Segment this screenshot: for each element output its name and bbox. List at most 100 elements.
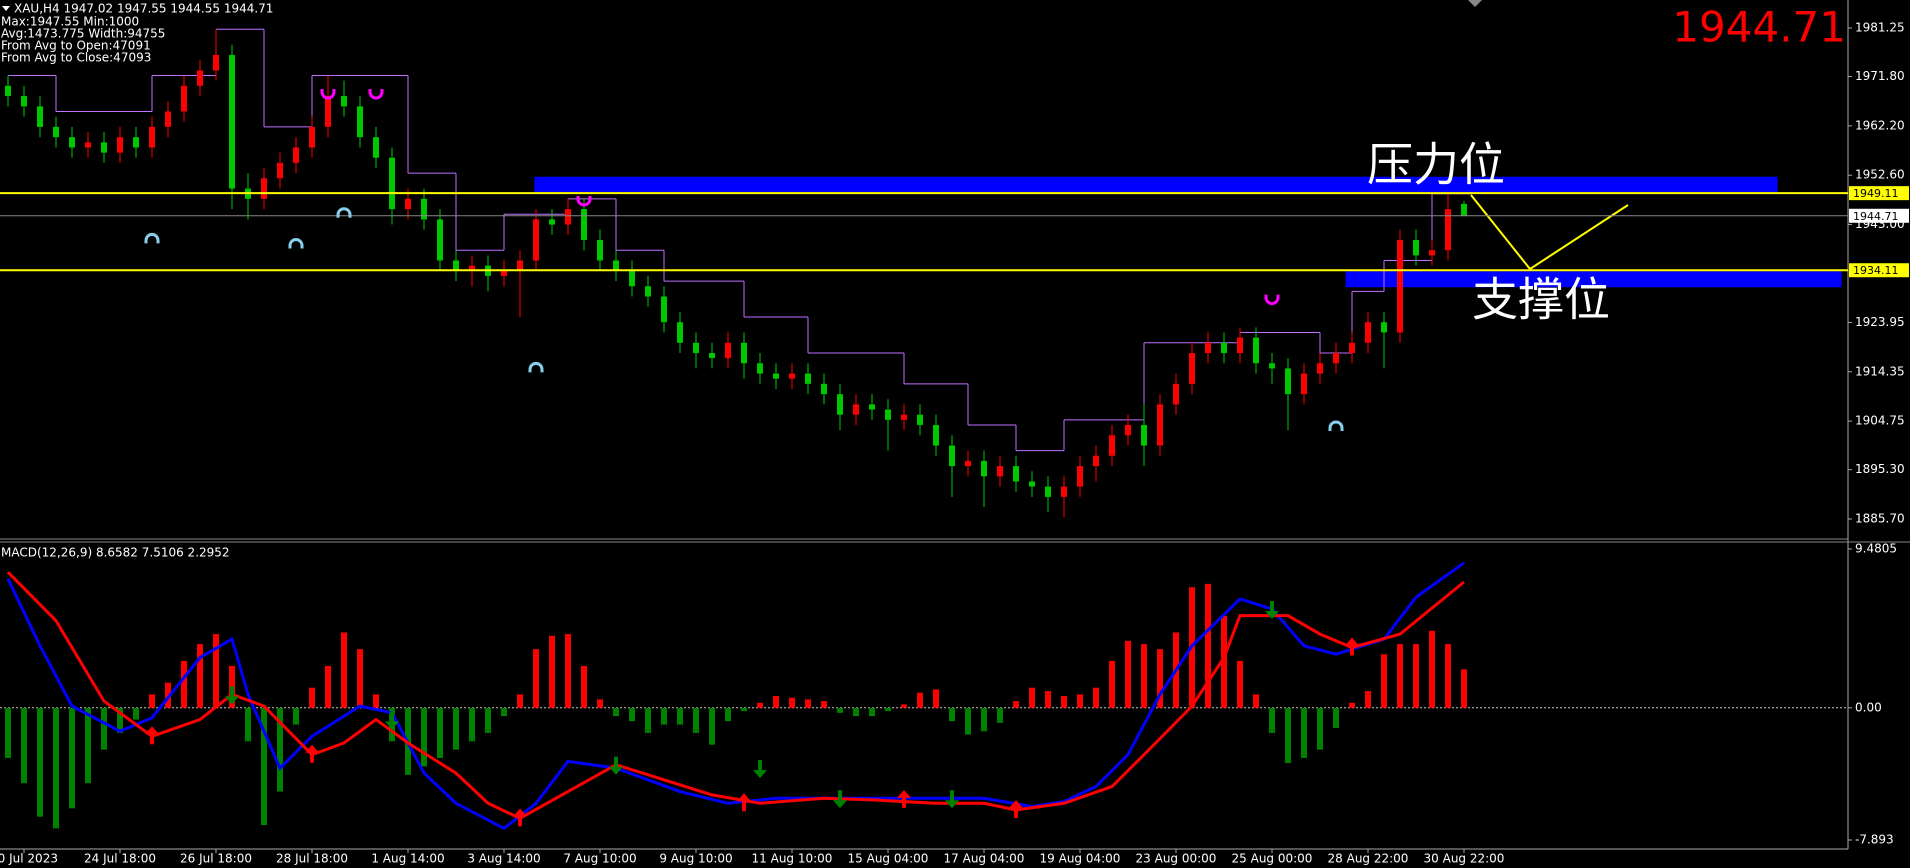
info-line: From Avg to Close:47093 [1, 51, 151, 65]
candle-body [69, 137, 75, 148]
histogram-bar [1349, 702, 1355, 708]
candle-body [501, 270, 507, 276]
histogram-bar [661, 707, 667, 725]
candle-body [1269, 363, 1275, 369]
histogram-bar [725, 707, 731, 722]
last-price-big: 1944.71 [1672, 3, 1846, 52]
histogram-bar [357, 649, 363, 708]
histogram-bar [197, 644, 203, 708]
cross-arrow [305, 744, 319, 763]
candle-body [453, 260, 459, 271]
cross-arrow [513, 808, 527, 827]
histogram-bar [965, 707, 971, 735]
candle-body [997, 466, 1003, 477]
histogram-bar [997, 707, 1003, 723]
cross-arrow [145, 726, 159, 745]
histogram-bar [597, 699, 603, 708]
candle-body [1077, 466, 1083, 487]
price-label-box [1849, 208, 1909, 223]
candle-body [853, 404, 859, 415]
histogram-bar [1029, 687, 1035, 708]
histogram-bar [501, 707, 507, 717]
histogram-bar [421, 707, 427, 767]
histogram-bar [293, 707, 299, 725]
candle-body [325, 96, 331, 127]
candle-body [389, 157, 395, 210]
histogram-bar [1125, 640, 1131, 708]
histogram-bar [1061, 696, 1067, 708]
candle-body [1365, 322, 1371, 343]
histogram-bar [85, 707, 91, 784]
histogram-bar [1397, 644, 1403, 708]
candle-body [1445, 209, 1451, 251]
histogram-bar [1381, 654, 1387, 708]
candle-body [1397, 239, 1403, 333]
candle-body [821, 383, 827, 395]
candle-body [1349, 342, 1355, 354]
candle-body [1157, 404, 1163, 446]
collapse-icon [2, 6, 10, 11]
candle-body [661, 296, 667, 323]
histogram-bar [165, 682, 171, 708]
histogram-bar [117, 707, 123, 733]
x-tick-label: 17 Aug 04:00 [944, 852, 1025, 866]
histogram-bar [773, 696, 779, 708]
histogram-bar [693, 707, 699, 733]
chart-title: XAU,H4 1947.02 1947.55 1944.55 1944.71 [14, 2, 273, 16]
histogram-bar [1285, 707, 1291, 764]
macd-line [6, 561, 1465, 831]
candle-body [373, 137, 379, 158]
histogram-bar [213, 634, 219, 708]
candle-body [37, 106, 43, 127]
histogram-bar [437, 707, 443, 759]
candle-body [1189, 353, 1195, 384]
candle-body [133, 137, 139, 148]
candle-body [981, 460, 987, 477]
candle-body [293, 147, 299, 163]
histogram-bar [37, 707, 43, 817]
candle-body [693, 342, 699, 354]
histogram-bar [1237, 660, 1243, 708]
candle-body [549, 219, 555, 225]
histogram-bar [101, 707, 107, 750]
signal-icon [320, 89, 336, 100]
histogram-bar [5, 707, 11, 759]
candle-body [309, 126, 315, 148]
candle-body [837, 394, 843, 415]
histogram-bar [245, 707, 251, 742]
candle-body [805, 373, 811, 384]
histogram-bar [629, 707, 635, 722]
candle-body [645, 286, 651, 297]
histogram-bar [133, 707, 139, 720]
candle-body [1013, 466, 1019, 482]
annotation: 压力位 [1367, 138, 1505, 192]
info-line: From Avg to Open:47091 [1, 39, 151, 53]
candle-body [565, 209, 571, 225]
candle-body [421, 198, 427, 220]
candle-body [1381, 322, 1387, 333]
x-tick-label: 28 Jul 18:00 [276, 852, 348, 866]
candle-body [1429, 250, 1435, 256]
signal-icon [288, 238, 304, 249]
indicator-title: MACD(12,26,9) 8.6582 7.5106 2.2952 [1, 546, 230, 560]
histogram-bar [741, 707, 747, 712]
y-tick-label: 1962.20 [1855, 118, 1905, 132]
candle-body [1093, 455, 1099, 467]
histogram-bar [1109, 660, 1115, 708]
y-tick-label: 9.4805 [1855, 542, 1897, 556]
y-tick-label: 1981.25 [1855, 21, 1905, 35]
histogram-bar [1157, 649, 1163, 708]
candle-body [1061, 486, 1067, 497]
cross-arrow [1265, 600, 1279, 619]
histogram-bar [181, 660, 187, 708]
histogram-bar [645, 707, 651, 733]
cross-arrow [737, 793, 751, 812]
candle-body [1221, 342, 1227, 354]
zone [1345, 271, 1842, 288]
cross-arrow [945, 790, 959, 809]
candle-body [437, 219, 443, 261]
cross-arrow [1009, 799, 1023, 818]
candle-body [21, 96, 27, 107]
x-tick-label: 11 Aug 10:00 [752, 852, 833, 866]
